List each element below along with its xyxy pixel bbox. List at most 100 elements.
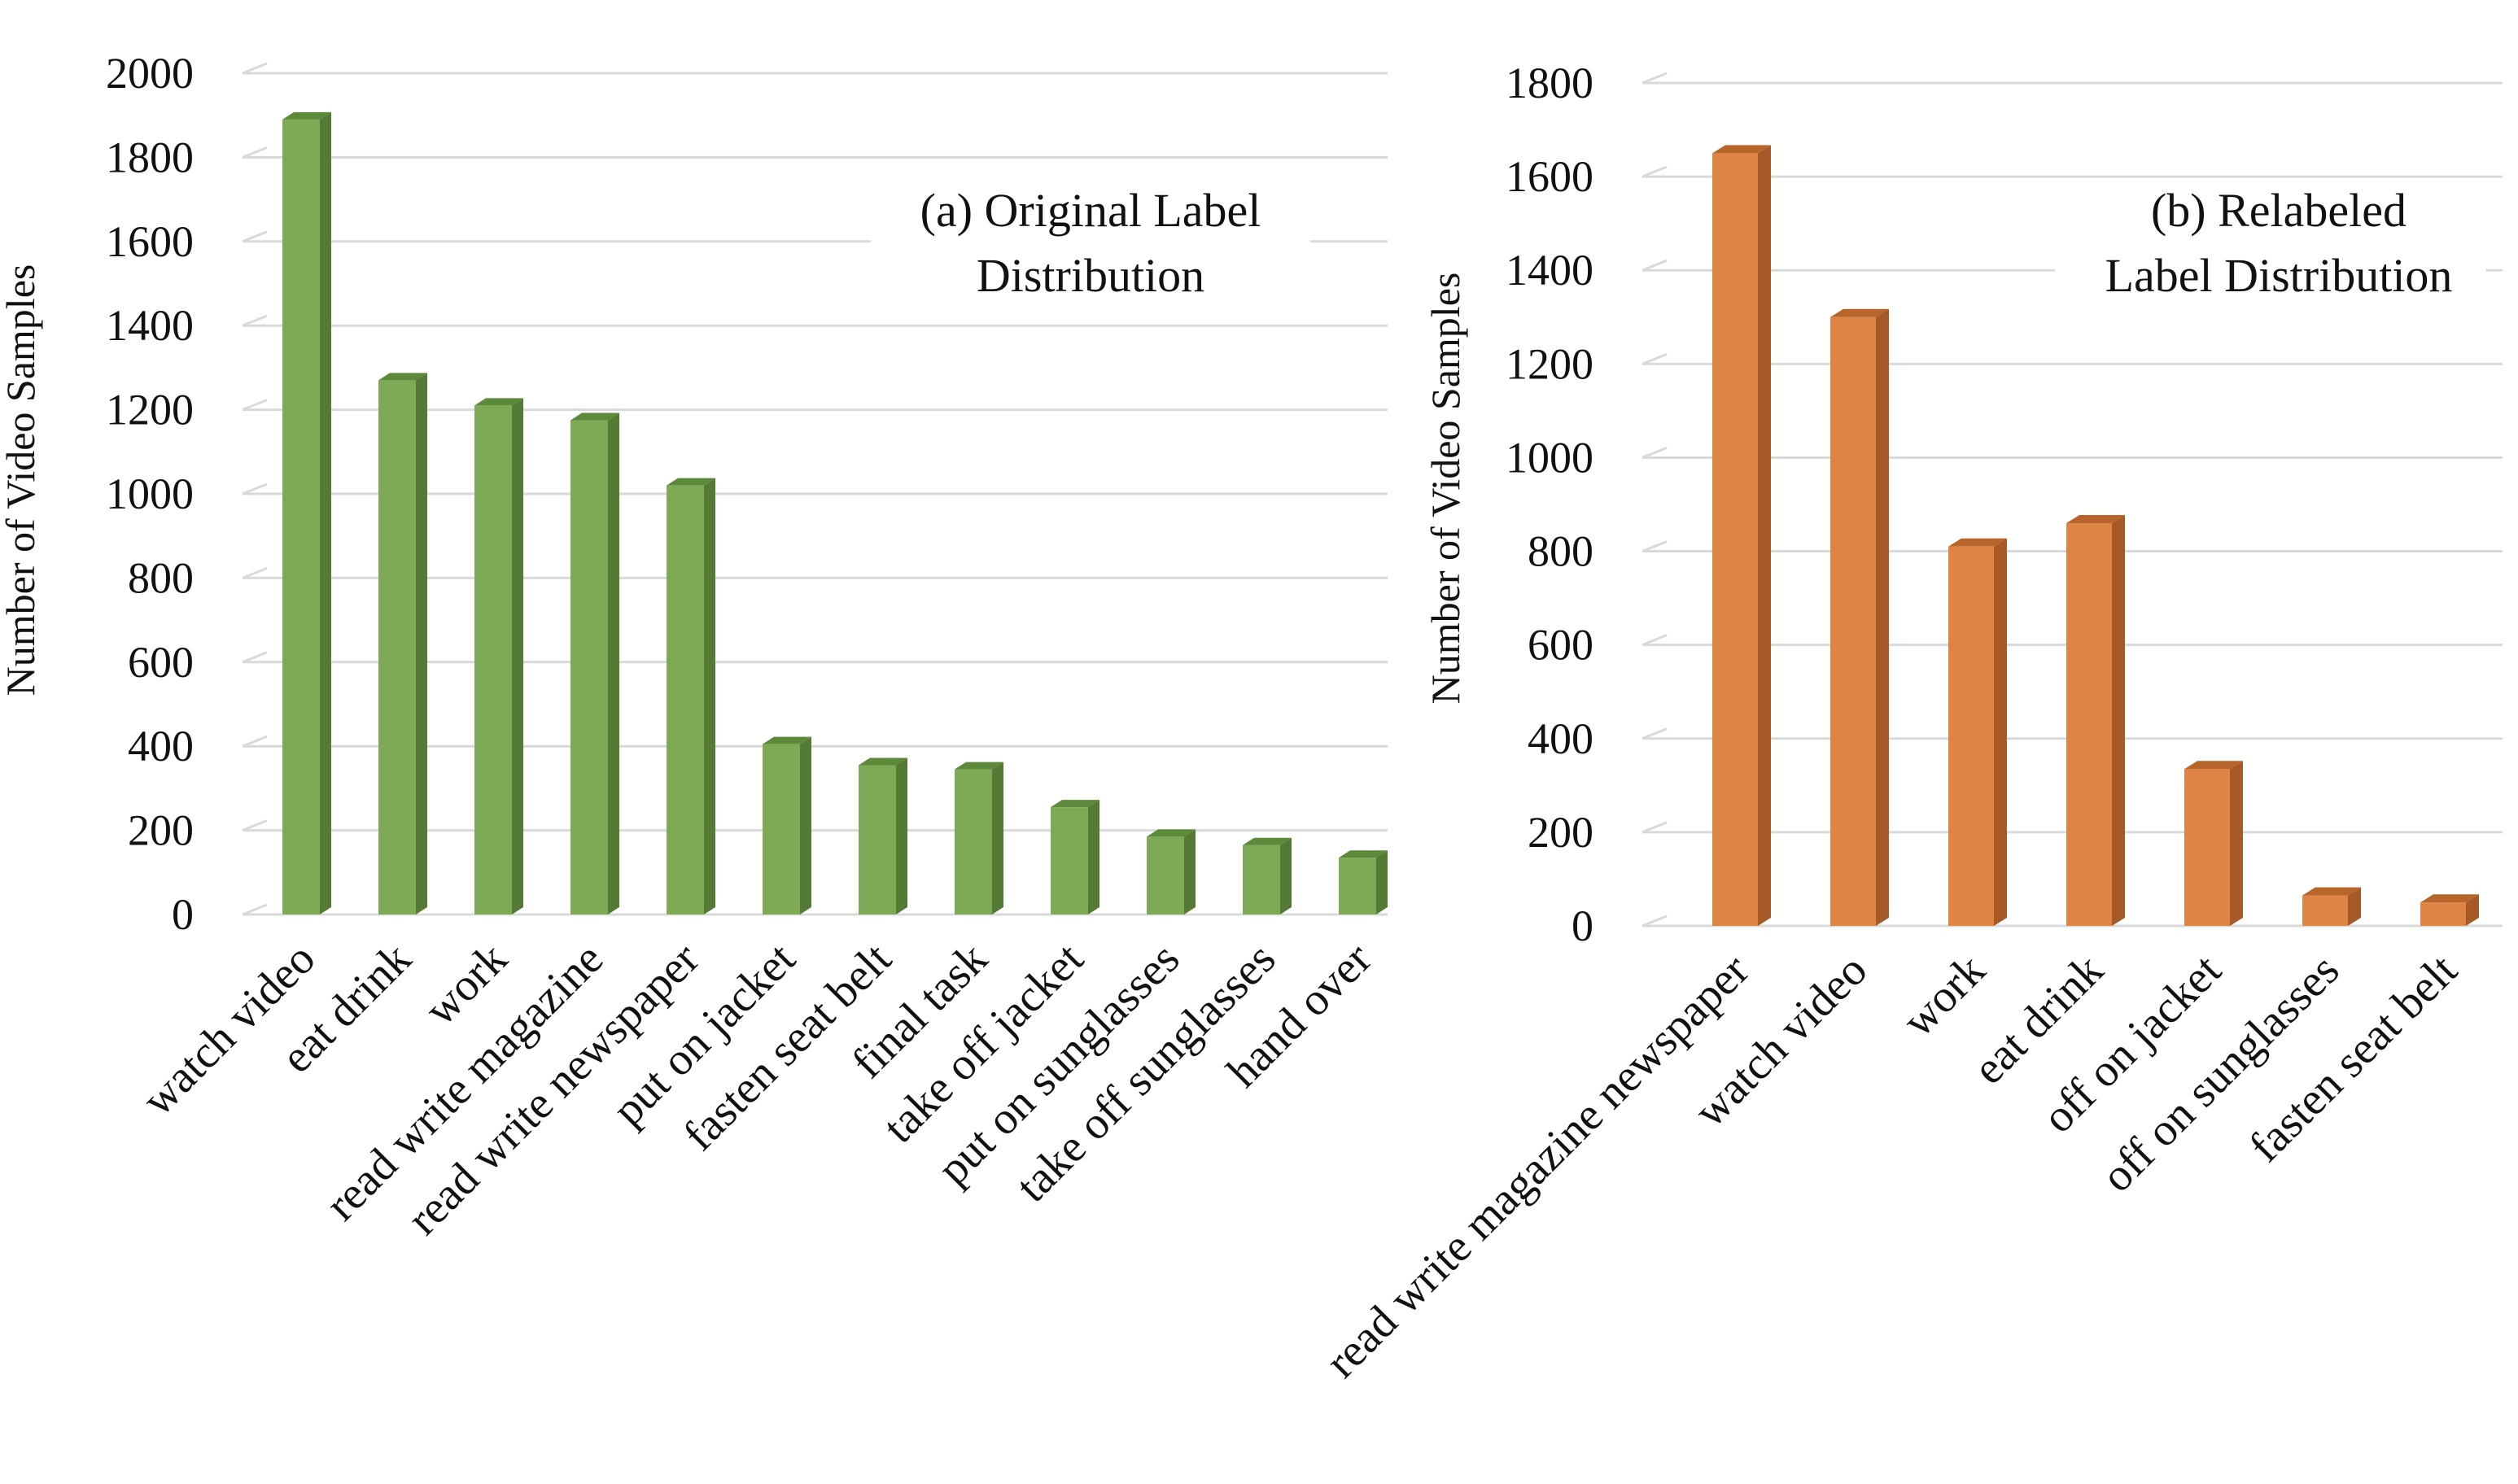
bar <box>1830 308 1889 926</box>
bar-side <box>704 478 715 914</box>
bar-side <box>800 736 811 914</box>
chart-a: 0 200 400 600 800 1000 1200 1400 1600 1800 2000 Num… <box>0 49 1388 1245</box>
gridline-depth <box>1642 352 1668 365</box>
bar-top <box>1712 145 1771 154</box>
bar-side <box>2348 887 2361 926</box>
y-tick-labels: 0 200 400 600 800 1000 1200 1400 1600 1800 <box>1506 59 1593 950</box>
bar-top <box>2066 515 2125 524</box>
bar-top <box>1948 538 2007 547</box>
y-tick-label: 1600 <box>1506 152 1593 201</box>
chart-title: (b) Relabeled Label Distribution <box>2055 184 2486 335</box>
bar-side <box>1758 145 1771 927</box>
bar-front <box>667 485 704 914</box>
bars <box>1712 145 2479 927</box>
gridlines <box>242 62 1388 916</box>
bar <box>1243 837 1292 914</box>
y-tick-label: 0 <box>172 890 194 939</box>
bar <box>2066 515 2125 926</box>
gridline-depth <box>242 146 268 159</box>
title-background <box>871 189 1310 319</box>
bar <box>1147 829 1196 914</box>
bar-top <box>667 478 715 486</box>
bar-front <box>859 765 896 914</box>
bar-front <box>955 769 992 914</box>
bar-side <box>1994 538 2007 926</box>
bar <box>667 478 715 914</box>
gridline-depth <box>242 735 268 748</box>
bar <box>378 373 427 914</box>
y-tick-label: 2000 <box>106 49 194 98</box>
chart-title: (a) Original Label Distribution <box>871 184 1310 319</box>
gridline-depth <box>242 230 268 243</box>
gridline-depth <box>1642 259 1668 272</box>
bar <box>1712 145 1771 927</box>
bar-side <box>2230 761 2243 926</box>
bar-top <box>955 762 1003 770</box>
bar-front <box>1051 807 1088 914</box>
bar-front <box>1712 153 1758 927</box>
bar-front <box>2302 895 2348 926</box>
bar-side <box>2112 515 2125 926</box>
title-line: (b) Relabeled <box>2151 184 2407 237</box>
bar-top <box>1830 308 1889 317</box>
y-tick-label: 1600 <box>106 217 194 266</box>
bar <box>2420 894 2479 926</box>
bar-front <box>1830 316 1876 926</box>
bar <box>474 398 523 914</box>
y-tick-labels: 0 200 400 600 800 1000 1200 1400 1600 1800 2000 <box>106 49 194 939</box>
gridline-depth <box>242 482 268 495</box>
bar-side <box>608 412 619 914</box>
y-tick-label: 1000 <box>106 469 194 518</box>
y-tick-label: 800 <box>128 553 194 602</box>
y-tick-label: 200 <box>1528 808 1593 857</box>
bar-top <box>2184 761 2243 770</box>
x-tick-label: fasten seat belt <box>2240 945 2467 1172</box>
bar-side <box>896 757 907 914</box>
bar-side <box>1376 850 1388 914</box>
bar-top <box>2420 894 2479 903</box>
bar-front <box>1948 546 1994 926</box>
gridline-depth <box>242 399 268 411</box>
bar-front <box>2420 902 2466 926</box>
bar-front <box>2066 523 2112 926</box>
bars <box>282 111 1388 914</box>
title-line: (a) Original Label <box>920 184 1261 237</box>
bar-side <box>1280 837 1292 914</box>
bar-front <box>763 744 800 914</box>
y-tick-label: 1200 <box>1506 339 1593 388</box>
bar <box>955 762 1003 914</box>
y-tick-label: 400 <box>128 722 194 770</box>
bar-top <box>378 373 427 381</box>
bar-side <box>320 111 331 914</box>
chart-b: 0 200 400 600 800 1000 1200 1400 1600 1800 Number … <box>1316 59 2503 1387</box>
bar <box>859 757 907 914</box>
title-background <box>2055 189 2486 335</box>
bar-top <box>1243 837 1292 845</box>
bar-front <box>282 119 320 914</box>
y-tick-label: 600 <box>1528 621 1593 670</box>
gridline-depth <box>242 62 268 75</box>
x-tick-label: work <box>1893 945 1995 1046</box>
bar-front <box>1339 858 1376 914</box>
bar-top <box>859 757 907 766</box>
bar-side <box>1184 829 1196 914</box>
bar-top <box>763 736 811 744</box>
bar-front <box>1243 845 1280 914</box>
title-line: Label Distribution <box>2105 249 2453 302</box>
bar-top <box>2302 887 2361 896</box>
bar-top <box>570 412 619 421</box>
y-axis-label: Number of Video Samples <box>0 264 43 696</box>
bar-top <box>282 111 331 120</box>
bar-front <box>1147 836 1184 914</box>
gridline-depth <box>1642 634 1668 647</box>
gridline-depth <box>1642 447 1668 459</box>
gridline-depth <box>1642 727 1668 740</box>
gridline-depth <box>242 819 268 831</box>
y-tick-label: 1000 <box>1506 433 1593 482</box>
bar-side <box>416 373 427 914</box>
y-tick-label: 800 <box>1528 527 1593 576</box>
y-tick-label: 1200 <box>106 386 194 434</box>
bar-side <box>512 398 523 914</box>
gridline-depth <box>1642 540 1668 552</box>
